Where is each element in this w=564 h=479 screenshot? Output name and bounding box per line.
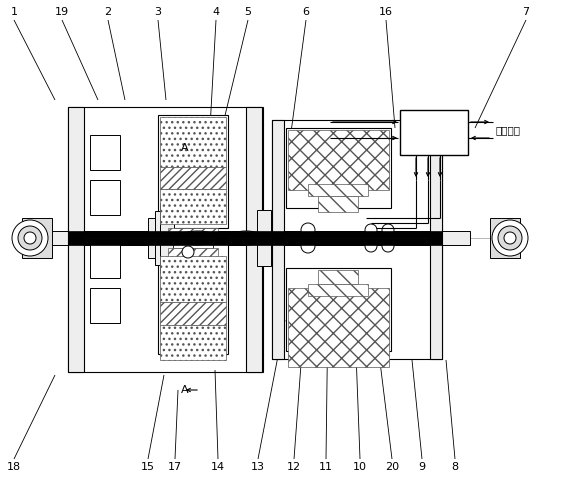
Bar bbox=[160, 117, 226, 167]
Text: 13: 13 bbox=[251, 462, 265, 472]
Circle shape bbox=[365, 224, 377, 236]
Bar bbox=[272, 120, 442, 238]
Circle shape bbox=[182, 232, 194, 244]
Bar bbox=[68, 238, 442, 245]
Bar bbox=[158, 115, 228, 228]
Text: 17: 17 bbox=[168, 462, 182, 472]
Bar bbox=[272, 238, 442, 359]
Text: A: A bbox=[181, 143, 189, 153]
Circle shape bbox=[498, 226, 522, 250]
Text: 16: 16 bbox=[379, 7, 393, 17]
Circle shape bbox=[301, 223, 315, 237]
Bar bbox=[318, 270, 358, 284]
Circle shape bbox=[182, 246, 194, 258]
Circle shape bbox=[24, 232, 36, 244]
Bar bbox=[155, 211, 163, 265]
Circle shape bbox=[492, 220, 528, 256]
Text: 5: 5 bbox=[245, 7, 252, 17]
Bar bbox=[68, 231, 442, 238]
Bar bbox=[160, 256, 226, 302]
Text: 1: 1 bbox=[11, 7, 17, 17]
Text: 18: 18 bbox=[7, 462, 21, 472]
Bar bbox=[68, 238, 84, 372]
Text: 7: 7 bbox=[522, 7, 530, 17]
Bar bbox=[308, 184, 368, 196]
Bar bbox=[288, 288, 389, 367]
Text: 9: 9 bbox=[418, 462, 426, 472]
Text: A: A bbox=[181, 385, 189, 395]
Circle shape bbox=[382, 240, 394, 252]
Ellipse shape bbox=[180, 231, 216, 245]
Bar bbox=[158, 238, 228, 354]
Bar bbox=[22, 218, 52, 258]
Text: 6: 6 bbox=[302, 7, 310, 17]
Bar bbox=[90, 180, 120, 215]
Text: 8: 8 bbox=[451, 462, 459, 472]
Circle shape bbox=[504, 232, 516, 244]
Bar bbox=[168, 228, 218, 244]
Bar bbox=[430, 120, 442, 238]
Ellipse shape bbox=[228, 231, 264, 245]
Text: 14: 14 bbox=[211, 462, 225, 472]
Bar bbox=[490, 218, 520, 258]
Bar bbox=[90, 135, 120, 170]
Circle shape bbox=[18, 226, 42, 250]
Bar bbox=[160, 325, 226, 360]
Bar bbox=[257, 210, 271, 266]
Bar bbox=[90, 243, 120, 278]
Bar bbox=[68, 107, 263, 238]
Text: 20: 20 bbox=[385, 462, 399, 472]
Text: 制动信号: 制动信号 bbox=[496, 125, 521, 135]
Bar bbox=[50, 231, 470, 245]
Text: 3: 3 bbox=[155, 7, 161, 17]
Bar bbox=[68, 107, 84, 238]
Bar bbox=[148, 218, 160, 258]
Bar bbox=[90, 288, 120, 323]
Bar bbox=[160, 189, 226, 224]
Text: 15: 15 bbox=[141, 462, 155, 472]
Bar bbox=[246, 238, 262, 372]
Bar bbox=[430, 238, 442, 359]
Bar bbox=[173, 244, 213, 252]
Circle shape bbox=[365, 240, 377, 252]
Circle shape bbox=[12, 220, 48, 256]
Bar bbox=[160, 302, 226, 325]
Bar bbox=[308, 284, 368, 296]
Bar bbox=[168, 248, 218, 264]
Bar bbox=[160, 203, 174, 273]
Circle shape bbox=[301, 239, 315, 253]
Bar bbox=[272, 120, 284, 238]
Text: 12: 12 bbox=[287, 462, 301, 472]
Circle shape bbox=[382, 224, 394, 236]
Bar bbox=[68, 238, 263, 372]
Bar bbox=[173, 240, 213, 248]
Text: 11: 11 bbox=[319, 462, 333, 472]
Text: 2: 2 bbox=[104, 7, 112, 17]
Bar bbox=[286, 128, 391, 208]
Bar bbox=[400, 110, 468, 155]
Bar bbox=[318, 196, 358, 212]
Bar bbox=[272, 238, 284, 359]
Bar bbox=[286, 268, 391, 351]
Text: 19: 19 bbox=[55, 7, 69, 17]
Bar bbox=[246, 107, 262, 238]
Bar bbox=[160, 167, 226, 189]
Bar bbox=[288, 130, 389, 190]
Text: 4: 4 bbox=[213, 7, 219, 17]
Text: 10: 10 bbox=[353, 462, 367, 472]
